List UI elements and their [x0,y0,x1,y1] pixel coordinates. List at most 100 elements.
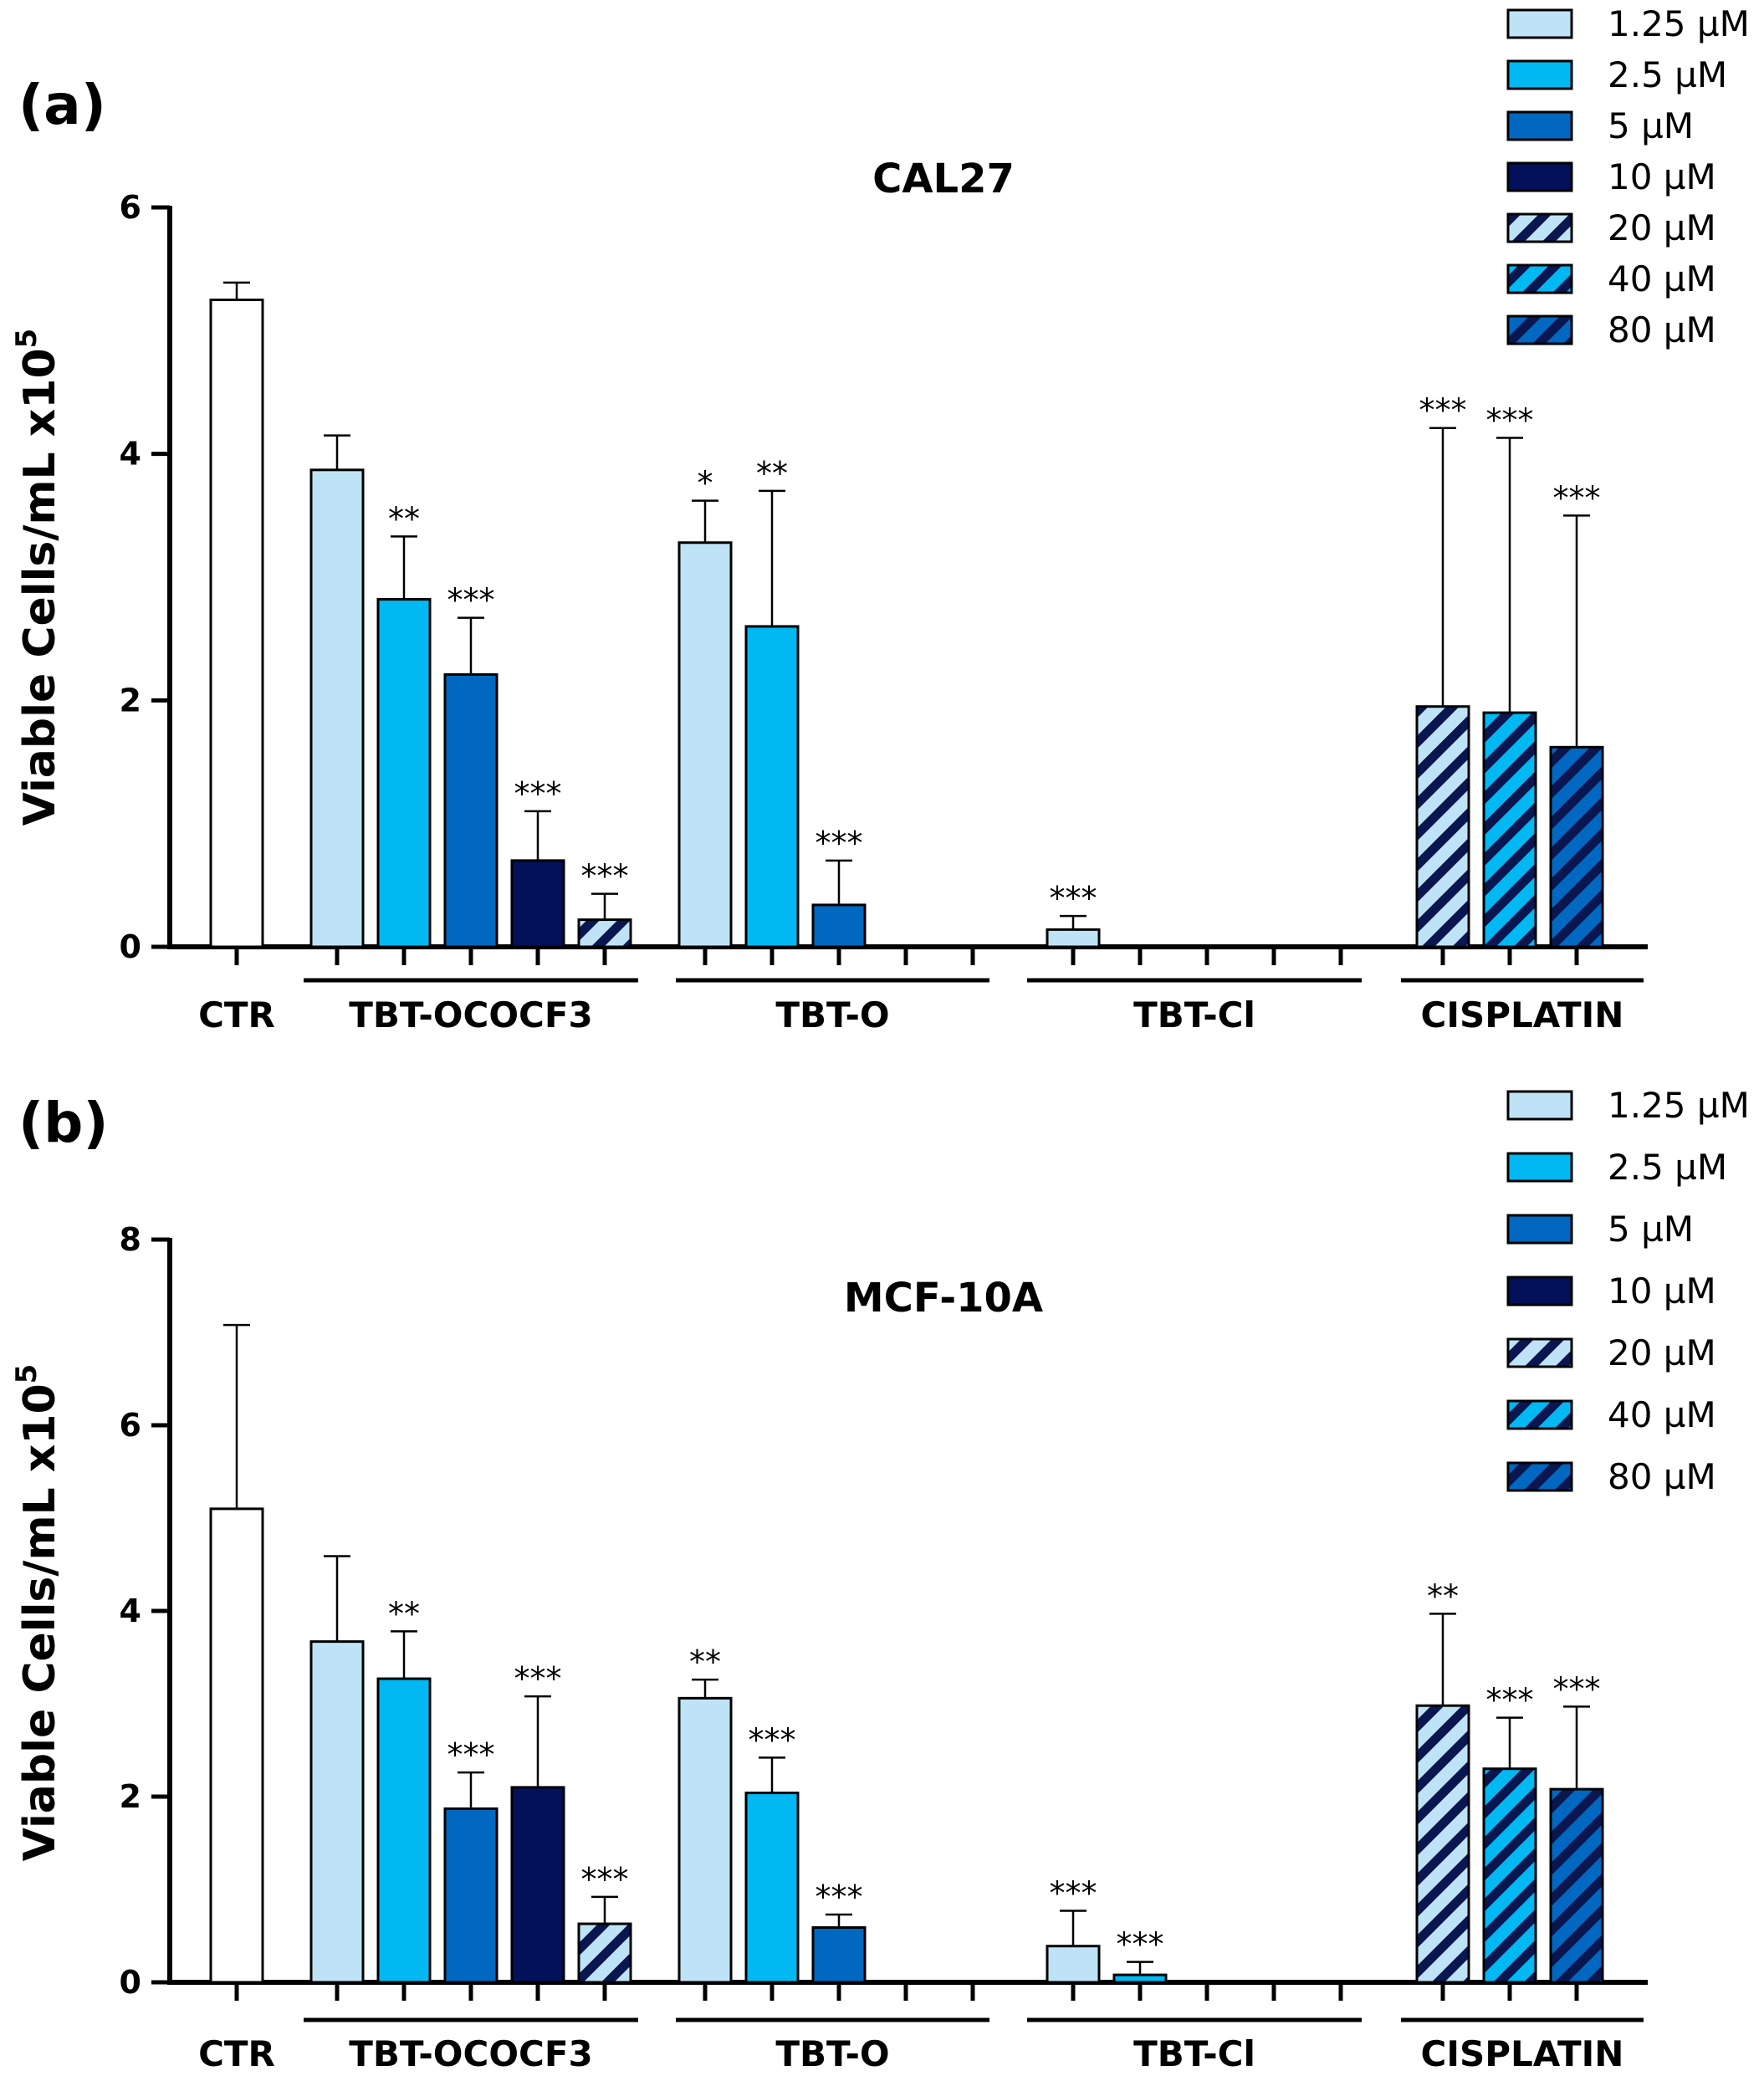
bar [677,1696,733,1984]
group-label: CISPLATIN [1421,994,1624,1035]
significance-label: *** [1553,1670,1601,1707]
bar [443,672,499,948]
group-label: TBT-O [775,994,889,1035]
group-label: TBT-O [775,2033,889,2074]
significance-label: *** [447,582,495,619]
legend-label: 5 µM [1608,105,1694,146]
legend-label: 2.5 µM [1608,1147,1727,1188]
bar [309,468,365,948]
significance-label: *** [749,1721,796,1758]
legend-label: 1.25 µM [1608,3,1750,44]
y-axis-label-text: Viable Cells/mL x10 [15,348,65,826]
y-axis-label-superscript: 5 [10,329,43,349]
bar [1482,1767,1537,1984]
panel-label: (b) [18,1091,109,1155]
bar [209,1507,264,1984]
legend-swatch [1506,8,1573,39]
legend-swatch [1506,1461,1573,1492]
y-tick-label: 2 [120,1778,141,1815]
y-axis-label-superscript: 5 [10,1364,43,1384]
legend-swatch [1506,1152,1573,1183]
bar [1415,1704,1470,1984]
group-label: TBT-OCOCF3 [349,994,593,1035]
legend-label: 80 µM [1608,309,1716,350]
legend-label: 10 µM [1608,1271,1716,1311]
significance-label: *** [816,825,863,862]
y-tick-label: 0 [120,1964,141,2001]
legend: 1.25 µM 2.5 µM 5 µM 10 µM 20 µM 40 µM 80 µM [1506,1085,1750,1497]
y-tick-label: 6 [120,189,141,226]
significance-label: *** [514,775,562,812]
bar [577,1922,632,1984]
legend-label: 20 µM [1608,207,1716,248]
legend-swatch [1506,110,1573,141]
legend-swatch [1506,1276,1573,1306]
bar [1415,705,1470,948]
legend: 1.25 µM 2.5 µM 5 µM 10 µM 20 µM 40 µM 80 µM [1506,3,1750,350]
panel-label: (a) [18,73,106,137]
bar [376,598,432,948]
legend-swatch [1506,1399,1573,1430]
bar [811,1926,867,1984]
group-label: CTR [198,994,275,1035]
bar [209,299,264,948]
chart-title: MCF-10A [844,1275,1043,1322]
legend-label: 5 µM [1608,1209,1694,1250]
bar [1112,1973,1168,1984]
legend-label: 1.25 µM [1608,1085,1750,1126]
significance-label: ** [689,1644,721,1680]
significance-label: *** [816,1879,863,1915]
significance-label: ** [1427,1577,1459,1614]
group-label: CTR [198,2033,275,2074]
chart-title: CAL27 [872,156,1015,202]
significance-label: ** [388,500,420,537]
y-tick-label: 8 [120,1221,141,1258]
legend-swatch [1506,314,1573,345]
y-axis-label-text: Viable Cells/mL x10 [15,1383,65,1861]
legend-swatch [1506,212,1573,243]
bar [376,1677,432,1984]
bar [1549,745,1604,948]
significance-label: *** [1050,1875,1097,1912]
y-tick-label: 4 [120,436,141,473]
bar [811,903,867,948]
y-tick-label: 4 [120,1593,141,1629]
significance-label: *** [581,1861,629,1898]
significance-label: *** [1419,392,1467,429]
bar [744,1792,800,1984]
bar [443,1807,499,1984]
legend-swatch [1506,1090,1573,1121]
significance-label: *** [1050,880,1097,917]
y-axis-label: Viable Cells/mL x105 [10,329,65,826]
bar [1482,711,1537,948]
legend-label: 20 µM [1608,1332,1716,1373]
legend-label: 10 µM [1608,156,1716,197]
legend-swatch [1506,263,1573,294]
bar [510,1786,565,1984]
legend-label: 40 µM [1608,258,1716,299]
bar [744,625,800,948]
significance-label: *** [514,1660,562,1697]
group-label: TBT-Cl [1133,2033,1255,2074]
bar [510,859,565,948]
legend-swatch [1506,59,1573,90]
bar [1549,1787,1604,1984]
group-label: CISPLATIN [1421,2033,1624,2074]
legend-label: 2.5 µM [1608,54,1727,95]
group-label: TBT-OCOCF3 [349,2033,593,2074]
significance-label: *** [1486,1682,1534,1719]
bar [1046,1945,1101,1984]
significance-label: ** [756,455,788,492]
significance-label: *** [1117,1926,1164,1963]
y-tick-label: 6 [120,1407,141,1444]
group-label: TBT-Cl [1133,994,1255,1035]
y-axis-label: Viable Cells/mL x105 [10,1364,65,1862]
bar [677,541,733,948]
significance-label: *** [1486,402,1534,439]
legend-swatch [1506,1214,1573,1245]
bar [1046,928,1101,948]
bar [309,1640,365,1984]
significance-label: *** [447,1736,495,1773]
